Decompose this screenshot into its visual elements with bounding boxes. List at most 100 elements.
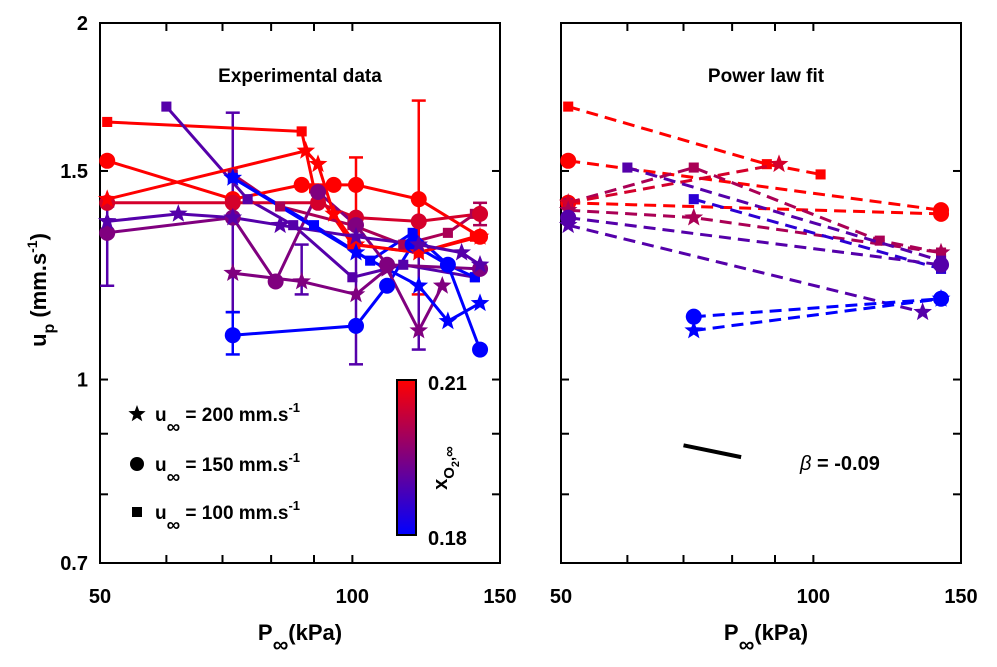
left-panel-title: Experimental data xyxy=(218,66,382,87)
legend-100-value: = 100 mm.s xyxy=(180,503,288,524)
star-marker xyxy=(470,255,490,273)
beta-symbol: β xyxy=(799,453,811,475)
right-plot-frame xyxy=(560,22,962,564)
circle-marker xyxy=(410,213,427,230)
legend-100-main: u xyxy=(155,503,167,524)
left-x-label-unit: (kPa) xyxy=(288,620,342,645)
fit-line xyxy=(567,105,821,176)
square-marker xyxy=(622,162,633,173)
y-label-unit: (mm.s xyxy=(26,253,51,318)
square-marker xyxy=(102,116,113,127)
legend-entry-100: u∞ = 100 mm.s-1 xyxy=(132,498,300,536)
square-marker xyxy=(442,227,453,238)
y-tick-label: 1.5 xyxy=(60,161,88,183)
star-marker xyxy=(409,276,429,294)
x-tick-label: 50 xyxy=(550,586,572,608)
x-tick-label: 100 xyxy=(797,586,830,608)
circle-marker xyxy=(267,273,284,290)
right-x-label-main: P xyxy=(724,620,739,645)
fit-line xyxy=(567,162,780,205)
star-marker xyxy=(223,207,243,226)
star-marker xyxy=(558,215,578,234)
square-marker xyxy=(242,194,253,205)
square-marker xyxy=(398,239,409,250)
x-tick-label: 150 xyxy=(944,586,977,608)
right-x-label-unit: (kPa) xyxy=(754,620,808,645)
legend-100-sub: ∞ xyxy=(167,515,181,536)
legend-200-sup: -1 xyxy=(288,400,300,415)
star-marker xyxy=(292,271,311,290)
square-marker xyxy=(275,201,286,212)
star-marker xyxy=(438,311,458,330)
right-ticks: 50 100 150 xyxy=(550,22,978,608)
y-label-sup: -1 xyxy=(24,240,40,253)
star-marker xyxy=(769,154,789,173)
circle-marker xyxy=(347,176,364,193)
circle-marker xyxy=(99,152,116,169)
colorbar-label-sub: O xyxy=(441,467,458,479)
y-label-sub: p xyxy=(41,323,58,333)
fit-line xyxy=(693,297,942,319)
colorbar-label-main: x xyxy=(430,479,452,490)
x-tick-label: 150 xyxy=(483,586,516,608)
circle-marker xyxy=(933,256,950,273)
square-marker xyxy=(563,101,574,112)
legend-150-value: = 150 mm.s xyxy=(180,455,288,476)
legend-200-sub: ∞ xyxy=(167,417,181,438)
y-axis-label: up (mm.s-1) xyxy=(24,233,58,347)
legend-entry-150: u∞ = 150 mm.s-1 xyxy=(130,450,300,488)
circle-marker xyxy=(224,194,241,211)
square-marker xyxy=(308,220,320,231)
y-tick-label: 2 xyxy=(77,13,88,35)
legend-200-main: u xyxy=(155,405,167,426)
right-panel-title: Power law fit xyxy=(708,66,825,87)
circle-marker xyxy=(410,191,427,208)
star-marker xyxy=(97,189,117,208)
fit-line xyxy=(693,297,942,332)
star-marker xyxy=(913,302,932,321)
legend-200-value: = 200 mm.s xyxy=(180,405,288,426)
legend-star-marker xyxy=(128,405,146,422)
y-tick-label: 0.7 xyxy=(60,553,88,575)
circle-marker xyxy=(347,217,364,234)
star-marker xyxy=(558,200,578,219)
star-marker xyxy=(346,242,366,261)
square-marker xyxy=(365,255,376,266)
star-marker xyxy=(931,289,951,307)
circle-marker xyxy=(472,205,489,222)
star-marker xyxy=(409,242,429,261)
star-marker xyxy=(377,259,397,277)
x-tick-label: 100 xyxy=(336,586,369,608)
circle-marker xyxy=(310,183,327,200)
circle-marker xyxy=(293,176,310,193)
beta-annotation: β = -0.09 xyxy=(799,453,880,475)
square-marker xyxy=(815,169,826,180)
fit-line xyxy=(567,223,923,314)
star-marker xyxy=(409,234,429,253)
beta-slope-line xyxy=(683,443,742,460)
legend-150-sub: ∞ xyxy=(167,467,181,488)
right-x-label-sub: ∞ xyxy=(739,632,755,657)
legend-150-main: u xyxy=(155,455,167,476)
colorbar-label-tail: ,∞ xyxy=(441,446,458,461)
star-marker xyxy=(684,320,704,339)
star-marker xyxy=(470,293,490,312)
circle-marker xyxy=(472,341,489,358)
circle-marker xyxy=(933,205,950,222)
beta-value: = -0.09 xyxy=(811,453,879,475)
star-marker xyxy=(684,207,704,226)
circle-marker xyxy=(685,308,702,325)
fit-line xyxy=(693,197,942,271)
legend-text-200: u∞ = 200 mm.s-1 xyxy=(155,400,300,438)
square-marker xyxy=(688,162,699,173)
x-tick-label: 50 xyxy=(89,586,111,608)
left-x-label-main: P xyxy=(258,620,273,645)
colorbar-gradient xyxy=(396,379,417,536)
colorbar-label: xO2,∞ xyxy=(430,446,462,490)
star-marker xyxy=(931,242,951,261)
right-fit-series xyxy=(558,101,951,339)
star-marker xyxy=(97,211,117,230)
legend-text-150: u∞ = 150 mm.s-1 xyxy=(155,450,300,488)
star-marker xyxy=(296,141,316,159)
